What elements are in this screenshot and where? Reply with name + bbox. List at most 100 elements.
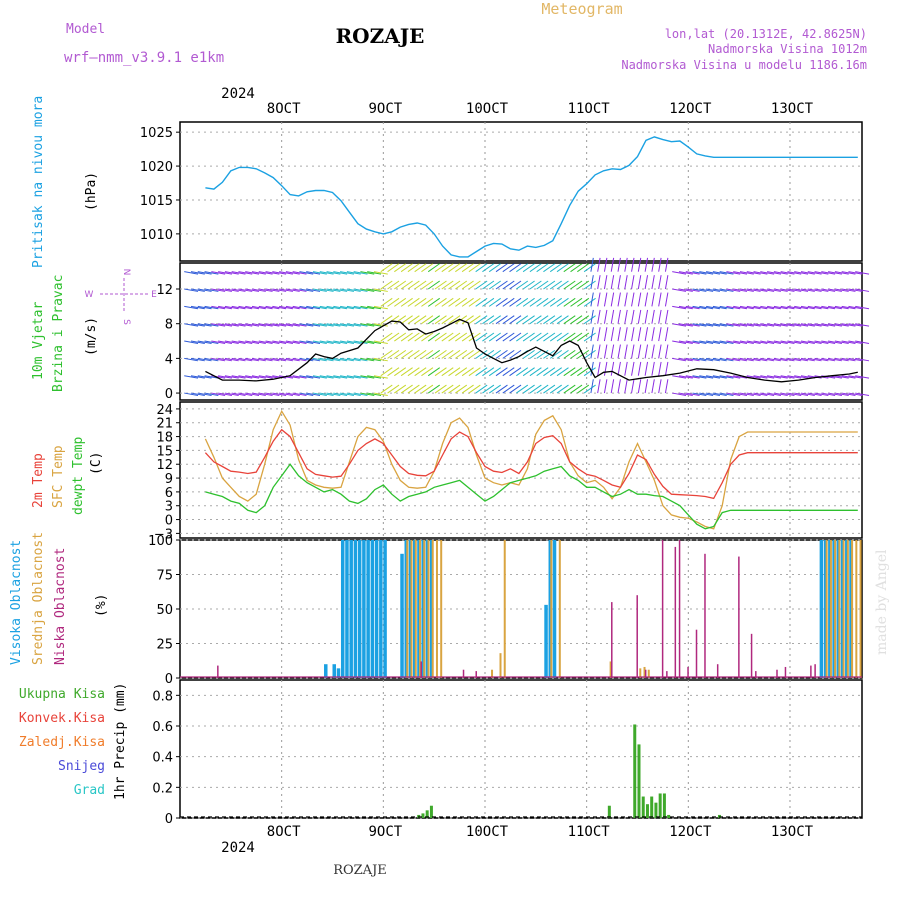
wind-arrow <box>814 340 829 344</box>
wind-arrow <box>333 271 348 275</box>
cloud-bar <box>349 540 353 678</box>
wind-arrow <box>536 349 549 359</box>
wind-arrow <box>509 280 522 290</box>
wind-arrow <box>434 280 447 290</box>
y-tick-label: 6 <box>165 486 173 501</box>
wind-arrow <box>685 323 700 327</box>
cloud-bar <box>829 540 832 678</box>
y-tick-label: −3 <box>154 527 173 542</box>
cloud-bar <box>345 540 349 678</box>
wind-arrow <box>326 357 341 362</box>
wind-arrow <box>516 263 529 273</box>
wind-arrow <box>699 357 714 362</box>
wind-arrow <box>570 263 583 273</box>
cloud-bar <box>716 664 719 678</box>
wind-arrow <box>549 349 562 359</box>
wind-arrow <box>733 323 748 327</box>
wind-arrow <box>821 323 836 327</box>
wind-arrow <box>529 315 542 325</box>
temp-label-2: SFC Temp <box>51 445 66 508</box>
wind-arrow <box>360 305 375 310</box>
wind-arrow <box>834 271 849 275</box>
wind-arrow <box>577 332 590 342</box>
wind-arrow <box>617 379 621 394</box>
wind-arrow <box>218 375 232 379</box>
wind-arrow <box>699 271 714 275</box>
wind-arrow <box>468 384 481 394</box>
wind-arrow <box>706 375 720 379</box>
wind-arrow <box>400 332 413 342</box>
cloud-label-mid: Srednja Oblacnost <box>31 532 46 665</box>
wind-arrow <box>394 367 407 377</box>
wind-arrow <box>190 357 205 362</box>
pressure-unit: (hPa) <box>84 172 99 211</box>
cloud-bar <box>462 669 465 678</box>
footer-station: ROZAJE <box>333 863 387 878</box>
wind-arrow <box>814 357 829 362</box>
wind-arrow <box>522 280 535 290</box>
wind-arrow <box>624 344 628 359</box>
wind-arrow <box>380 384 393 394</box>
wind-arrow <box>238 271 253 275</box>
wind-arrow <box>828 305 842 310</box>
wind-arrow <box>299 375 314 379</box>
precip-frame <box>179 679 863 819</box>
cloud-label-high: Visoka Oblacnost <box>9 540 24 665</box>
wind-arrow <box>794 271 809 275</box>
wind-arrow <box>468 349 481 359</box>
cloud-bar <box>750 633 753 678</box>
wind-arrow <box>543 332 556 342</box>
wind-arrow <box>848 340 863 344</box>
wind-arrow <box>461 367 474 377</box>
wind-arrow <box>340 288 354 292</box>
wind-arrow <box>706 323 720 327</box>
wind-arrow <box>610 292 615 307</box>
cloud-bar <box>849 540 853 678</box>
wind-arrow <box>767 271 781 275</box>
wind-arrow <box>726 392 741 396</box>
wind-arrow <box>394 349 407 359</box>
wind-arrow <box>414 315 427 325</box>
wind-arrow <box>651 344 655 359</box>
wind-arrow <box>841 392 856 396</box>
wind-arrow <box>292 392 307 396</box>
wind-arrow <box>421 349 434 359</box>
wind-arrow <box>767 392 781 396</box>
wind-arrow <box>834 288 849 292</box>
wind-arrow <box>265 340 280 344</box>
wind-arrow <box>685 288 700 292</box>
cloud-bar <box>404 540 409 678</box>
wind-arrow <box>312 288 327 292</box>
cloud-bar <box>324 664 328 678</box>
wind-arrow <box>603 379 608 394</box>
wind-arrow <box>258 271 273 275</box>
cloud-bar <box>840 540 845 678</box>
wind-arrow <box>319 357 334 362</box>
wind-arrow <box>672 323 687 327</box>
wind-arrow <box>712 375 727 379</box>
wind-arrow <box>522 384 535 394</box>
wind-arrow <box>841 357 856 362</box>
wind-arrow <box>502 349 515 359</box>
temp2m-line <box>204 428 858 500</box>
wind-arrow <box>658 275 662 290</box>
wind-arrow <box>644 379 649 394</box>
wind-arrow <box>664 327 669 342</box>
y-tick-label: 0 <box>165 387 173 402</box>
cloud-bar <box>755 671 757 678</box>
wind-arrow <box>597 309 601 324</box>
wind-arrow <box>821 357 836 362</box>
wind-arrow <box>603 327 608 342</box>
cloud-bar <box>414 540 417 678</box>
wind-arrow <box>502 263 515 273</box>
wind-arrow <box>360 357 375 362</box>
wind-arrow <box>610 361 615 376</box>
wind-arrow <box>577 315 590 325</box>
wind-arrow <box>590 361 594 376</box>
wind-arrow <box>773 375 788 379</box>
y-tick-label: 0.4 <box>152 751 173 766</box>
wind-arrow <box>387 332 400 342</box>
wind-arrow <box>807 392 822 396</box>
wind-arrow <box>434 297 447 307</box>
